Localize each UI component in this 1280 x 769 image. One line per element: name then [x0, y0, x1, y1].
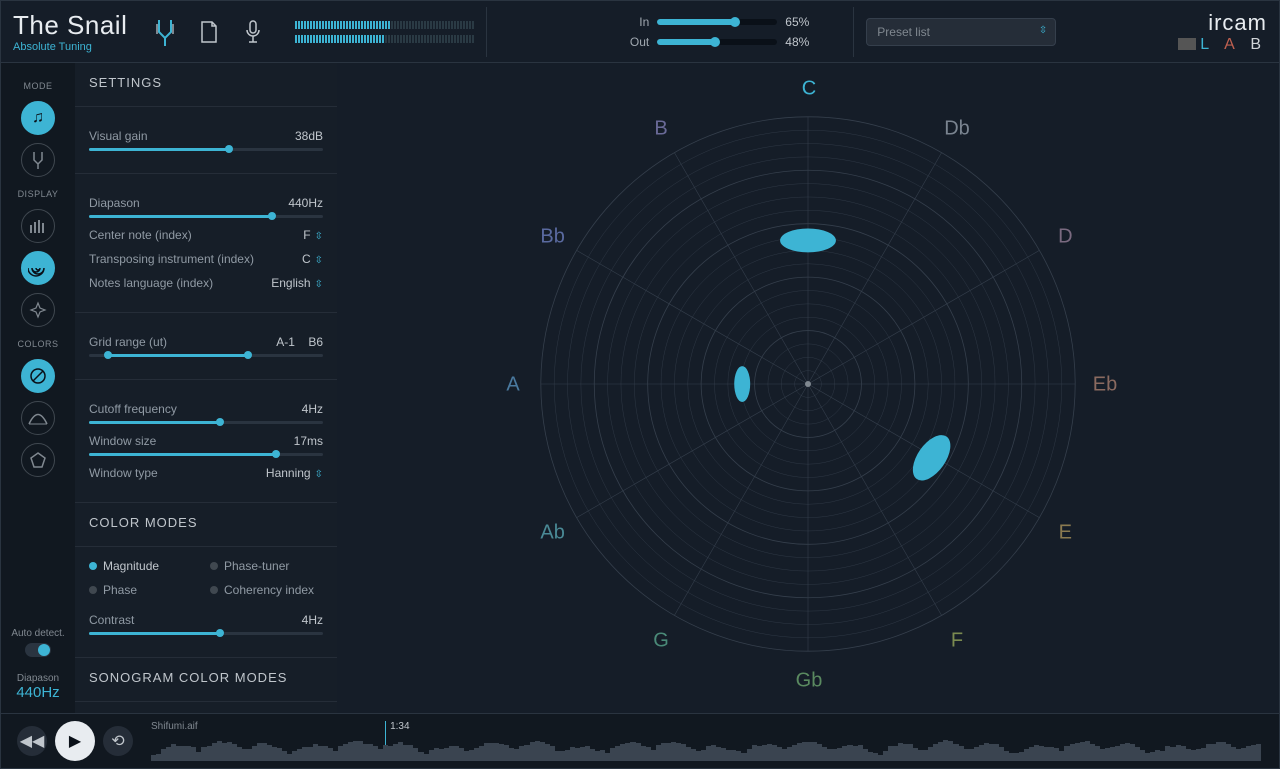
grid-range-slider[interactable]: [89, 354, 323, 357]
transport: ◀◀ ▶ ⟲ Shifumi.aif 1:34: [1, 713, 1279, 768]
brand-logo: ircam L A B: [1178, 10, 1267, 54]
out-value: 48%: [785, 35, 821, 49]
note-label-G: G: [653, 630, 669, 653]
note-label-Eb: Eb: [1093, 374, 1117, 397]
grid-range-low: A-1: [276, 335, 295, 349]
colors-pentagon-icon[interactable]: [21, 443, 55, 477]
vu-meter: [295, 21, 474, 43]
diapason-slider[interactable]: [89, 215, 323, 218]
window-type-select[interactable]: Hanning⇳: [266, 466, 323, 480]
loop-button[interactable]: ⟲: [103, 726, 133, 756]
visualization: C Db D Eb E F Gb G Ab A Bb B: [337, 63, 1279, 713]
cutoff-label: Cutoff frequency: [89, 402, 177, 416]
grid-range-high: B6: [308, 335, 323, 349]
transposing-select[interactable]: C⇳: [302, 252, 323, 266]
display-spiral-icon[interactable]: [21, 251, 55, 285]
preset-select[interactable]: Preset list: [866, 18, 1056, 46]
cutoff-slider[interactable]: [89, 421, 323, 424]
auto-detect-label: Auto detect.: [11, 628, 64, 639]
note-label-F: F: [951, 630, 963, 653]
settings-panel: SETTINGS Visual gain 38dB Diapason 440Hz C…: [75, 63, 337, 713]
diapason-label: Diapason: [17, 673, 59, 684]
note-label-Db: Db: [944, 117, 970, 140]
grid-range-label: Grid range (ut): [89, 335, 167, 349]
notes-lang-label: Notes language (index): [89, 276, 213, 290]
cutoff-value: 4Hz: [302, 402, 323, 416]
diapason-param-label: Diapason: [89, 196, 140, 210]
note-label-C: C: [802, 78, 816, 101]
out-slider[interactable]: [657, 39, 777, 45]
radio-magnitude[interactable]: Magnitude: [89, 559, 202, 573]
waveform-area[interactable]: Shifumi.aif 1:34: [151, 721, 1263, 761]
diapason-value: 440Hz: [16, 684, 59, 701]
notes-lang-select[interactable]: English⇳: [271, 276, 323, 290]
colors-curve-icon[interactable]: [21, 401, 55, 435]
colors-none-icon[interactable]: [21, 359, 55, 393]
diapason-param-value: 440Hz: [288, 196, 323, 210]
microphone-icon[interactable]: [235, 14, 271, 50]
app-title: The Snail: [13, 10, 127, 41]
note-label-D: D: [1058, 226, 1072, 249]
contrast-value: 4Hz: [302, 613, 323, 627]
iconbar: MODE ♫ DISPLAY COLORS Auto detect. Diapa…: [1, 63, 75, 713]
mode-fork-icon[interactable]: [21, 143, 55, 177]
settings-title: SETTINGS: [89, 75, 323, 90]
color-modes-title: COLOR MODES: [89, 515, 323, 530]
app-subtitle: Absolute Tuning: [13, 41, 127, 53]
display-star-icon[interactable]: [21, 293, 55, 327]
window-size-slider[interactable]: [89, 453, 323, 456]
colors-label: COLORS: [17, 339, 58, 349]
in-value: 65%: [785, 15, 821, 29]
visual-gain-label: Visual gain: [89, 129, 148, 143]
center-note-label: Center note (index): [89, 228, 192, 242]
center-note-select[interactable]: F⇳: [303, 228, 323, 242]
file-icon[interactable]: [191, 14, 227, 50]
note-label-A: A: [506, 374, 519, 397]
radar-grid: [337, 63, 1279, 713]
display-label: DISPLAY: [18, 189, 59, 199]
note-label-B: B: [654, 117, 667, 140]
out-label: Out: [621, 35, 649, 49]
radio-phase[interactable]: Phase: [89, 583, 202, 597]
io-levels: In 65% Out 48%: [621, 15, 821, 49]
window-size-label: Window size: [89, 434, 156, 448]
auto-detect-toggle[interactable]: [25, 643, 51, 657]
note-label-Ab: Ab: [540, 522, 564, 545]
sono-title: SONOGRAM COLOR MODES: [89, 670, 323, 685]
rewind-button[interactable]: ◀◀: [17, 726, 47, 756]
radio-phase-tuner[interactable]: Phase-tuner: [210, 559, 323, 573]
playhead-time: 1:34: [390, 721, 409, 732]
note-label-E: E: [1059, 522, 1072, 545]
play-button[interactable]: ▶: [55, 721, 95, 761]
note-label-Gb: Gb: [796, 670, 823, 693]
note-label-Bb: Bb: [540, 226, 564, 249]
filename: Shifumi.aif: [151, 721, 198, 732]
mode-music-icon[interactable]: ♫: [21, 101, 55, 135]
contrast-label: Contrast: [89, 613, 134, 627]
contrast-slider[interactable]: [89, 632, 323, 635]
radio-coherency[interactable]: Coherency index: [210, 583, 323, 597]
window-size-value: 17ms: [294, 434, 323, 448]
mode-label: MODE: [24, 81, 53, 91]
display-bars-icon[interactable]: [21, 209, 55, 243]
in-label: In: [621, 15, 649, 29]
window-type-label: Window type: [89, 466, 158, 480]
in-slider[interactable]: [657, 19, 777, 25]
visual-gain-value: 38dB: [295, 129, 323, 143]
tuning-fork-icon[interactable]: [147, 14, 183, 50]
transposing-label: Transposing instrument (index): [89, 252, 254, 266]
header: The Snail Absolute Tuning In 65% Out: [1, 1, 1279, 63]
visual-gain-slider[interactable]: [89, 148, 323, 151]
title-block: The Snail Absolute Tuning: [13, 10, 127, 53]
